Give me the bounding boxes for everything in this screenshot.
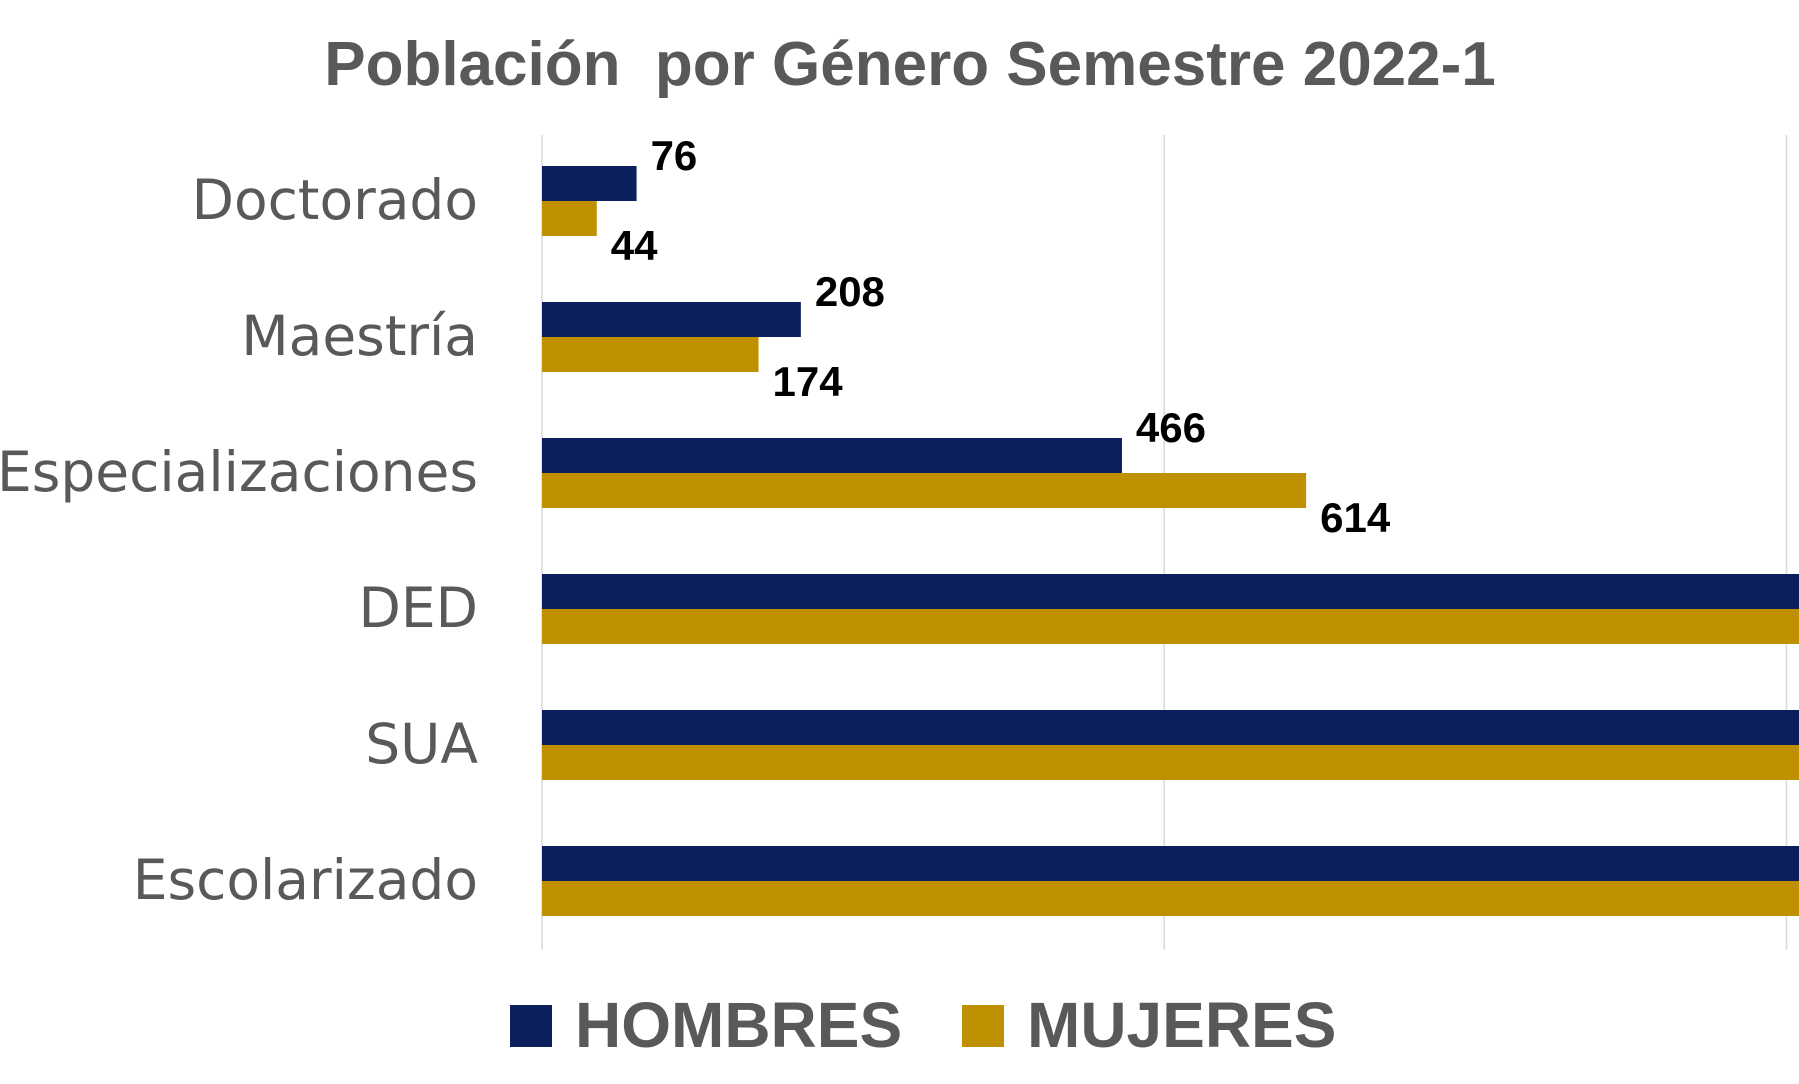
category-labels: Doctorado Maestría Especializaciones DED SUA… (0, 168, 478, 912)
bar-mujeres (542, 609, 1799, 644)
bar-mujeres (542, 337, 759, 372)
gridlines (541, 135, 1788, 950)
category-label: DED (359, 576, 478, 640)
bar-mujeres (542, 473, 1307, 508)
data-label: 208 (815, 268, 885, 315)
category-label: SUA (365, 712, 478, 776)
legend-swatch (510, 1005, 552, 1047)
bar-hombres (542, 710, 1799, 745)
bar-hombres (542, 438, 1122, 473)
category-label: Especializaciones (0, 440, 478, 504)
category-label: Maestría (241, 304, 478, 368)
chart-title: Población por Género Semestre 2022-1 (324, 30, 1496, 99)
bar-hombres (542, 302, 801, 337)
legend-label: HOMBRES (575, 989, 902, 1061)
bar-hombres (542, 846, 1799, 881)
bar-mujeres (542, 745, 1799, 780)
bar-hombres (542, 574, 1799, 609)
data-label: 614 (1320, 494, 1391, 541)
bars (542, 166, 1799, 916)
bar-hombres (542, 166, 637, 201)
category-label: Doctorado (192, 168, 478, 232)
bar-mujeres (542, 201, 597, 236)
data-label: 466 (1136, 404, 1206, 451)
category-label: Escolarizado (133, 848, 478, 912)
data-label: 44 (611, 222, 658, 269)
value-labels: 76442081744666141,6781,7251,8711,7313,49… (611, 132, 1391, 541)
legend-label: MUJERES (1027, 989, 1336, 1061)
data-label: 174 (773, 358, 844, 405)
data-label: 76 (651, 132, 698, 179)
legend-swatch (962, 1005, 1004, 1047)
bar-mujeres (542, 881, 1799, 916)
legend: HOMBRES MUJERES (510, 989, 1336, 1061)
